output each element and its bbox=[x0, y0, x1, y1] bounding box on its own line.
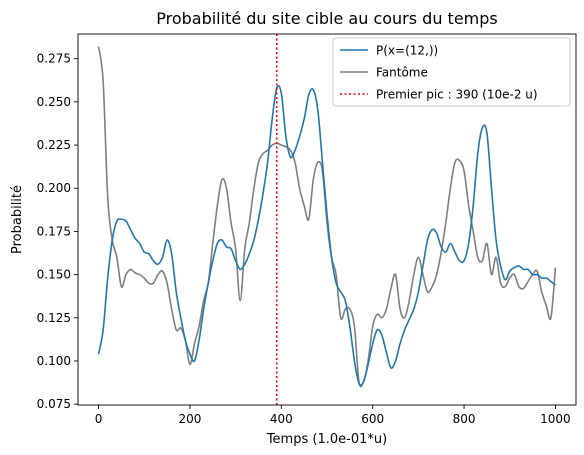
series-line-p-x-12 bbox=[97, 84, 556, 386]
y-tick-label: 0.200 bbox=[37, 181, 71, 195]
legend-entry-p-x-12-label: P(x=(12,)) bbox=[376, 44, 438, 58]
plot-area bbox=[97, 34, 557, 405]
series-line-fantome bbox=[97, 46, 557, 388]
x-tick-label: 600 bbox=[361, 412, 384, 426]
legend-entry-fantome-label: Fantôme bbox=[376, 66, 428, 80]
y-tick-label: 0.100 bbox=[37, 354, 71, 368]
y-tick-label: 0.125 bbox=[37, 311, 71, 325]
axis-ticks: 0 200 400 600 800 1000 0.075 0.100 0.125 0.150 0.1… bbox=[37, 52, 571, 426]
y-axis-label: Probabilité bbox=[10, 185, 25, 254]
x-tick-label: 1000 bbox=[540, 412, 571, 426]
axes-frame bbox=[77, 33, 577, 406]
chart-title: Probabilité du site cible au cours du te… bbox=[156, 9, 498, 28]
x-tick-label: 800 bbox=[453, 412, 476, 426]
y-tick-label: 0.275 bbox=[37, 52, 71, 66]
x-tick-label: 200 bbox=[178, 412, 201, 426]
y-tick-label: 0.225 bbox=[37, 138, 71, 152]
y-tick-label: 0.150 bbox=[37, 268, 71, 282]
legend-box bbox=[332, 37, 571, 107]
y-tick-label: 0.250 bbox=[37, 95, 71, 109]
y-tick-label: 0.175 bbox=[37, 224, 71, 238]
legend-entry-first-peak-label: Premier pic : 390 (10e-2 u) bbox=[376, 88, 538, 102]
x-tick-label: 400 bbox=[270, 412, 293, 426]
y-tick-label: 0.075 bbox=[37, 397, 71, 411]
legend: P(x=(12,)) Fantôme Premier pic : 390 (10e-… bbox=[332, 37, 571, 107]
x-axis-label: Temps (1.0e-01*u) bbox=[266, 432, 387, 447]
x-tick-label: 0 bbox=[95, 412, 103, 426]
